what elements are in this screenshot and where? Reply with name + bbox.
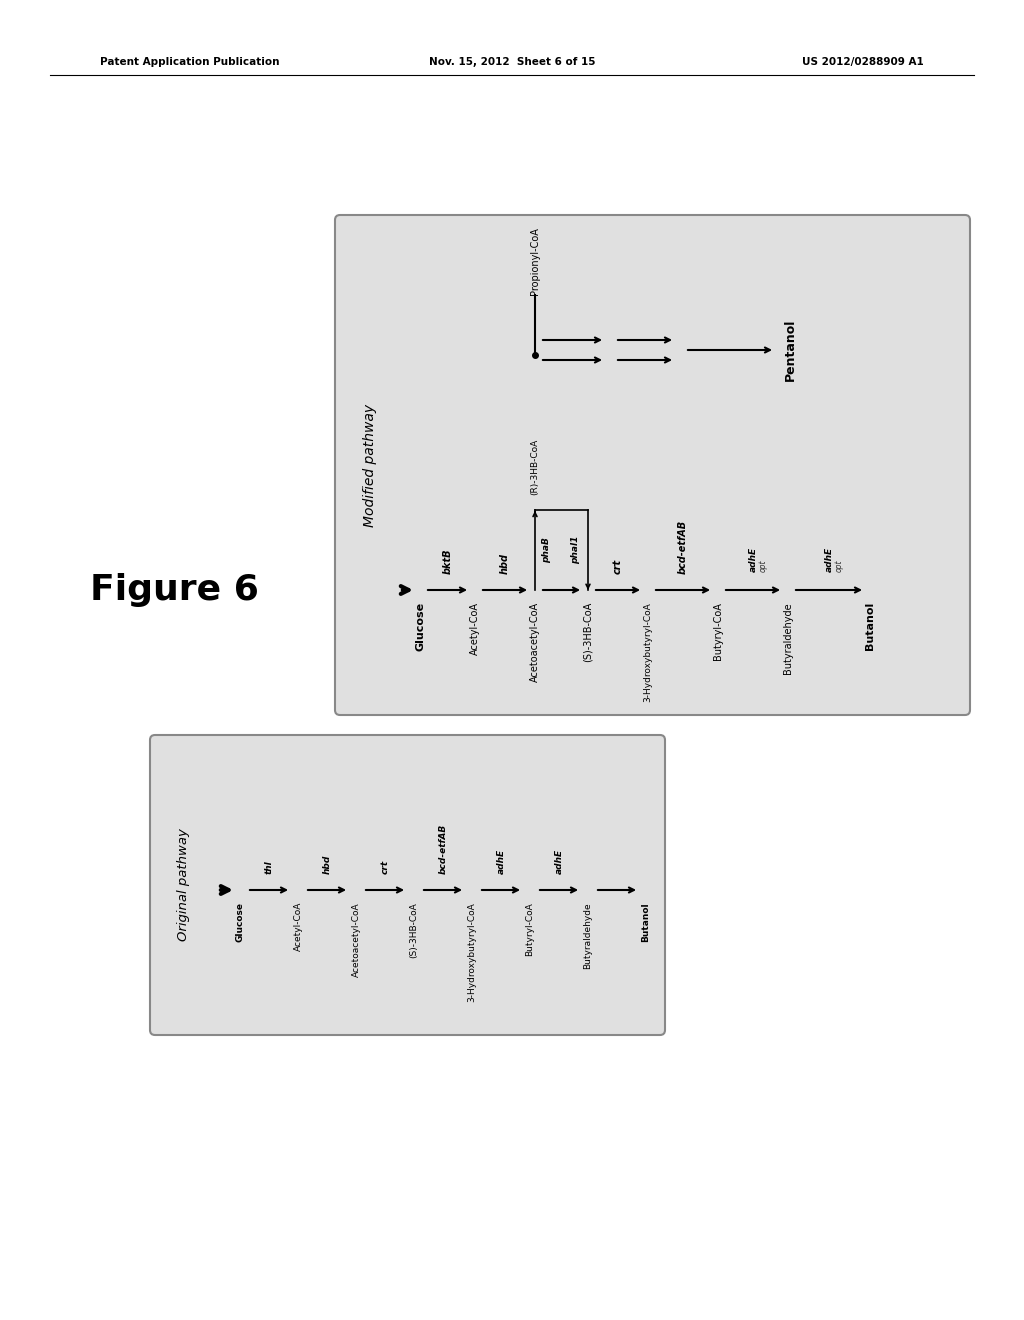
Text: Butyraldehyde: Butyraldehyde	[584, 902, 593, 969]
Text: Glucose: Glucose	[236, 902, 245, 942]
Text: adhE: adhE	[824, 546, 834, 572]
Text: Propionyl-CoA: Propionyl-CoA	[530, 227, 540, 294]
Text: crt: crt	[613, 558, 623, 574]
FancyBboxPatch shape	[335, 215, 970, 715]
Text: 3-Hydroxybutyryl-CoA: 3-Hydroxybutyryl-CoA	[468, 902, 476, 1002]
Text: opt: opt	[835, 560, 844, 572]
Text: Nov. 15, 2012  Sheet 6 of 15: Nov. 15, 2012 Sheet 6 of 15	[429, 57, 595, 67]
Text: 3-Hydroxybutyryl-CoA: 3-Hydroxybutyryl-CoA	[643, 602, 652, 702]
Text: Original pathway: Original pathway	[177, 829, 190, 941]
Text: US 2012/0288909 A1: US 2012/0288909 A1	[802, 57, 924, 67]
Text: bcd-etfAB: bcd-etfAB	[438, 824, 447, 874]
Text: (S)-3HB-CoA: (S)-3HB-CoA	[583, 602, 593, 663]
Text: Pentanol: Pentanol	[783, 319, 797, 381]
Text: Butanol: Butanol	[865, 602, 874, 651]
Text: Acetoacetyl-CoA: Acetoacetyl-CoA	[351, 902, 360, 977]
Text: phaB: phaB	[543, 537, 552, 562]
Text: (R)-3HB-CoA: (R)-3HB-CoA	[530, 438, 540, 495]
Text: Figure 6: Figure 6	[90, 573, 259, 607]
Text: (S)-3HB-CoA: (S)-3HB-CoA	[410, 902, 419, 958]
Text: thl: thl	[264, 861, 273, 874]
Text: Butanol: Butanol	[641, 902, 650, 941]
Text: Butyryl-CoA: Butyryl-CoA	[713, 602, 723, 660]
FancyBboxPatch shape	[150, 735, 665, 1035]
Text: adhE: adhE	[555, 849, 563, 874]
Text: bktB: bktB	[442, 549, 453, 574]
Text: Acetoacetyl-CoA: Acetoacetyl-CoA	[530, 602, 540, 682]
Text: opt: opt	[759, 560, 768, 572]
Text: phal1: phal1	[571, 536, 581, 564]
Text: Glucose: Glucose	[415, 602, 425, 651]
Text: Modified pathway: Modified pathway	[362, 404, 377, 527]
Text: crt: crt	[381, 859, 389, 874]
Text: Butyraldehyde: Butyraldehyde	[783, 602, 793, 673]
Text: adhE: adhE	[497, 849, 506, 874]
Text: bcd-etfAB: bcd-etfAB	[678, 520, 688, 574]
Text: Acetyl-CoA: Acetyl-CoA	[294, 902, 302, 952]
Text: Butyryl-CoA: Butyryl-CoA	[525, 902, 535, 956]
Text: hbd: hbd	[500, 553, 510, 574]
Text: Patent Application Publication: Patent Application Publication	[100, 57, 280, 67]
Text: adhE: adhE	[749, 546, 758, 572]
Text: hbd: hbd	[323, 854, 332, 874]
Text: Acetyl-CoA: Acetyl-CoA	[470, 602, 480, 655]
